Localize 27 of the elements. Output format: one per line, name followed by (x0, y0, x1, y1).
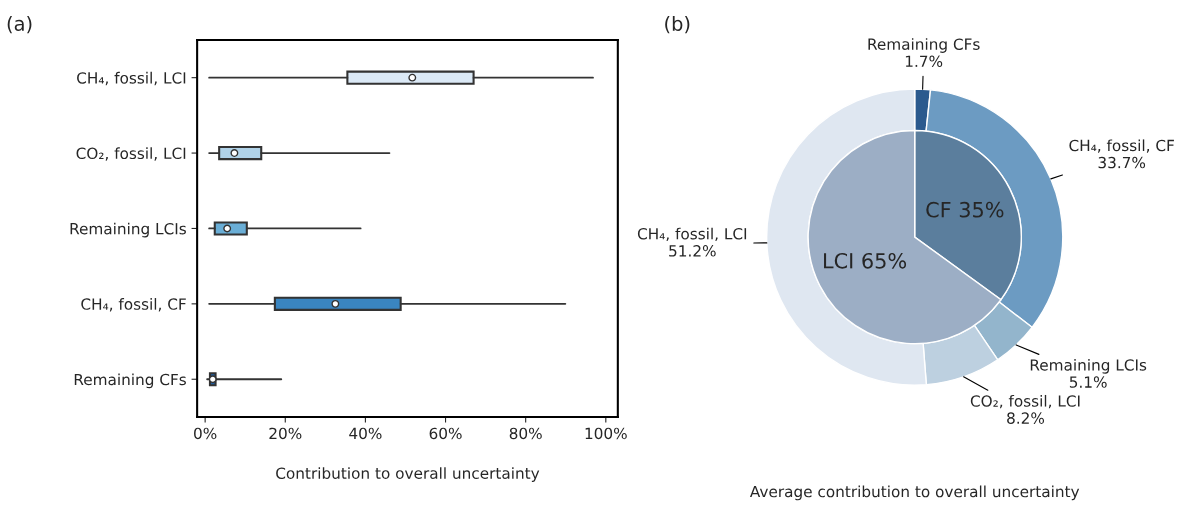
data-label: 1.7% (905, 55, 943, 68)
data-label: 51.2% (669, 245, 716, 257)
text: Average contribution to overall uncertainty (749, 485, 1080, 501)
y-tick-label: CH₄, fossil, CF (81, 298, 186, 312)
category-label: CF 35% (926, 201, 1004, 218)
text: (a) (7, 15, 32, 34)
x-tick-label: 20% (269, 427, 302, 440)
x-axis-title: Contribution to overall uncertainty (276, 467, 540, 482)
slice-label: CH₄, fossil, LCI (637, 227, 747, 242)
x-tick-label: 60% (429, 427, 462, 440)
y-tick-label: Remaining LCIs (70, 222, 186, 238)
x-tick-label: 100% (585, 427, 627, 440)
chart-title: (b) (665, 15, 690, 34)
y-tick-label: CO₂, fossil, LCI (76, 147, 186, 161)
slice-label: CO₂, fossil, LCI (970, 394, 1080, 409)
category-label: LCI 65% (824, 252, 907, 269)
data-label: 5.1% (1069, 376, 1107, 388)
data-label: 8.2% (1007, 412, 1045, 424)
slice-label: CH₄, fossil, CF (1069, 139, 1174, 153)
slice-label: Remaining CFs (868, 38, 980, 53)
x-tick-label: 80% (509, 427, 542, 440)
slice-label: Remaining LCIs (1030, 358, 1147, 374)
x-tick-label: 40% (349, 427, 382, 440)
data-label: 33.7% (1098, 156, 1146, 169)
y-tick-label: Remaining CFs (74, 373, 186, 389)
x-tick-label: 0% (194, 427, 217, 440)
y-tick-label: CH₄, fossil, LCI (77, 71, 186, 86)
